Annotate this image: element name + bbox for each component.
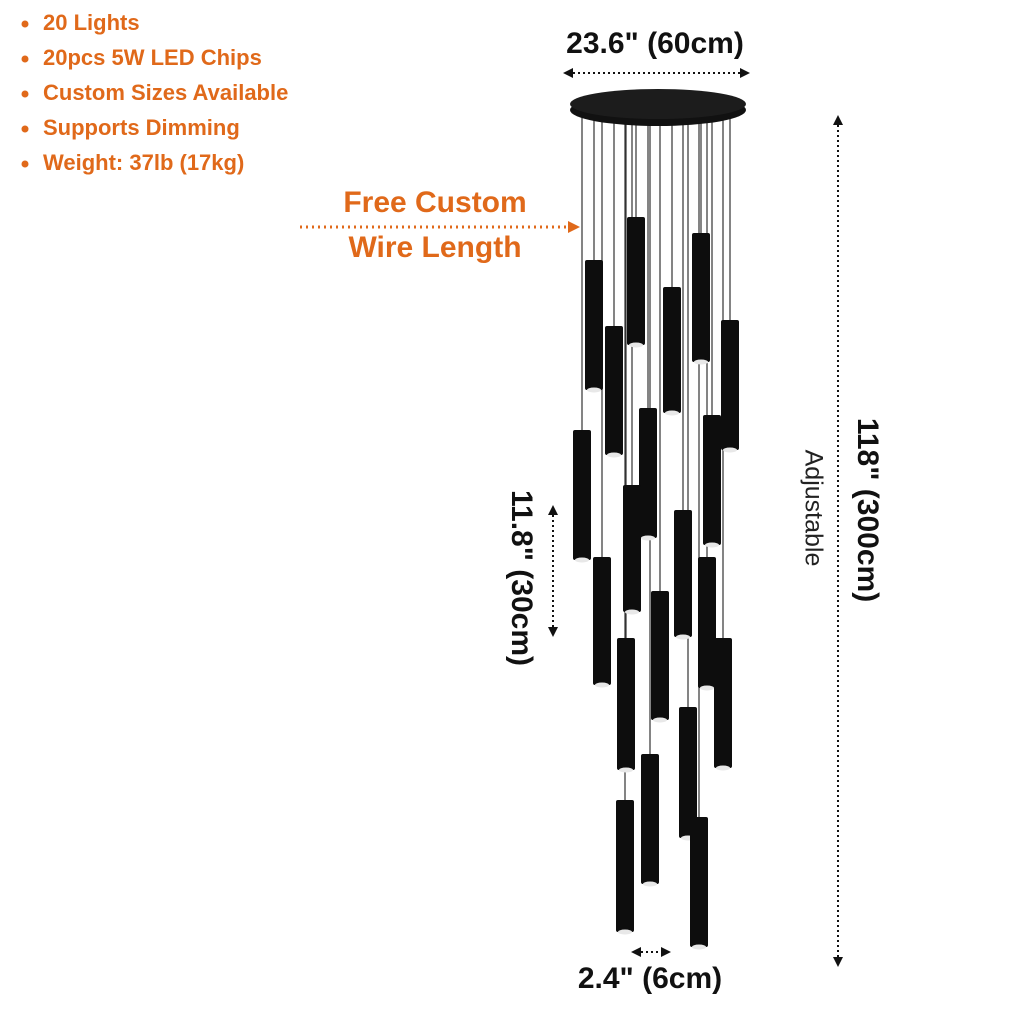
adjustable-label: Adjustable xyxy=(799,450,827,567)
bullet xyxy=(21,55,29,63)
led xyxy=(705,542,719,548)
led xyxy=(587,387,601,393)
tube xyxy=(623,485,641,612)
callout-line: Free Custom xyxy=(343,186,526,219)
tube xyxy=(674,510,692,637)
led xyxy=(641,535,655,541)
led xyxy=(575,557,589,563)
feature: Custom Sizes Available xyxy=(43,80,288,105)
tube xyxy=(692,233,710,362)
led xyxy=(653,717,667,723)
tube xyxy=(703,415,721,545)
tube xyxy=(585,260,603,390)
feature: Supports Dimming xyxy=(43,115,240,140)
led xyxy=(692,944,706,950)
tube xyxy=(679,707,697,838)
led xyxy=(625,609,639,615)
height-label: 118" (300cm) xyxy=(851,418,884,602)
tube xyxy=(641,754,659,884)
tube xyxy=(639,408,657,538)
feature: 20pcs 5W LED Chips xyxy=(43,45,262,70)
feature: 20 Lights xyxy=(43,10,140,35)
led xyxy=(595,682,609,688)
tube xyxy=(593,557,611,685)
led xyxy=(665,410,679,416)
led xyxy=(629,342,643,348)
led xyxy=(716,765,730,771)
led xyxy=(643,881,657,887)
tube xyxy=(721,320,739,450)
width-label: 23.6" (60cm) xyxy=(566,27,744,60)
tube xyxy=(605,326,623,455)
bullet xyxy=(21,160,29,168)
led xyxy=(723,447,737,453)
tube xyxy=(690,817,708,947)
tube-length-label: 11.8" (30cm) xyxy=(505,490,538,666)
chandelier xyxy=(570,89,746,950)
tube-diameter-label: 2.4" (6cm) xyxy=(578,962,722,995)
tube xyxy=(698,557,716,688)
bullet xyxy=(21,90,29,98)
led xyxy=(619,767,633,773)
led xyxy=(694,359,708,365)
bullet xyxy=(21,20,29,28)
led xyxy=(618,929,632,935)
bullet xyxy=(21,125,29,133)
tube xyxy=(617,638,635,770)
led xyxy=(607,452,621,458)
led xyxy=(676,634,690,640)
tube xyxy=(714,638,732,768)
tube xyxy=(627,217,645,345)
callout-line: Wire Length xyxy=(348,231,521,264)
tube xyxy=(616,800,634,932)
feature: Weight: 37lb (17kg) xyxy=(43,150,244,175)
canopy xyxy=(570,89,746,119)
led xyxy=(700,685,714,691)
tube xyxy=(663,287,681,413)
tube xyxy=(651,591,669,720)
tube xyxy=(573,430,591,560)
